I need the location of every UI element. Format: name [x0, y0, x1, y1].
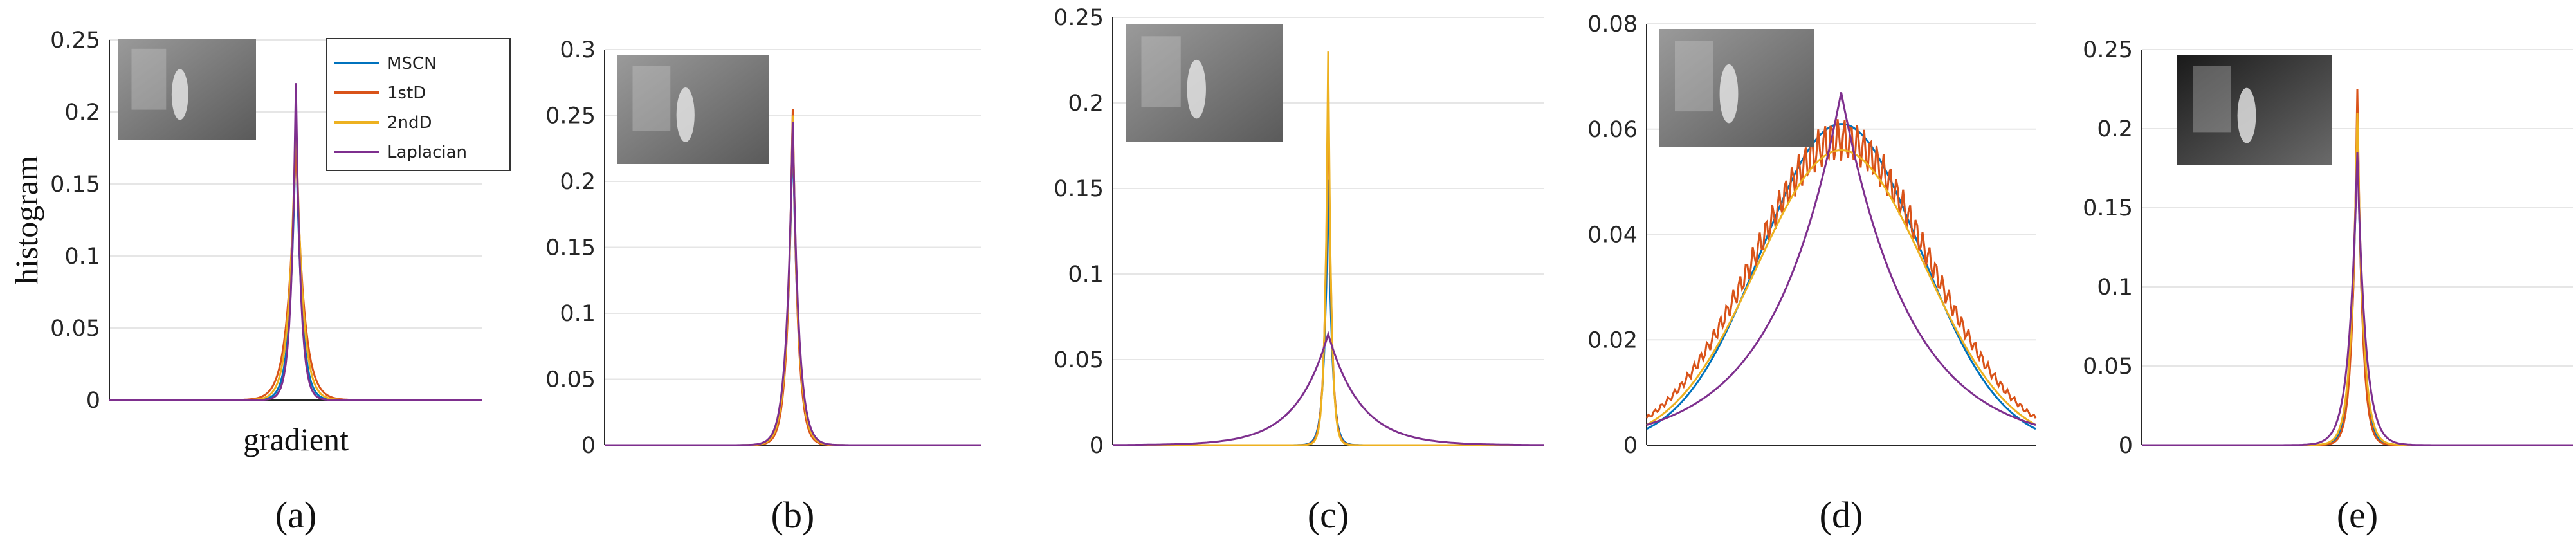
series-line-mscn — [1646, 123, 2036, 430]
y-tick-label: 0.25 — [545, 104, 596, 129]
y-tick-label: 0.2 — [1068, 91, 1104, 116]
series-line-mscn — [605, 128, 981, 446]
chart-panel-c: 0 0.05 0.1 0.15 0.2 0.25 (c) — [1029, 0, 1544, 550]
legend-label: Laplacian — [387, 143, 467, 162]
y-tick-label: 0.1 — [2097, 275, 2133, 300]
y-tick-label: 0.04 — [1587, 223, 1638, 248]
y-tick-label: 0.05 — [2083, 354, 2133, 380]
panel-label: (a) — [275, 494, 316, 536]
panel-label: (e) — [2337, 494, 2378, 536]
series-line-laplacian — [109, 83, 482, 401]
chart-svg: 0 0.05 0.1 0.15 0.2 0.25 histogram gradient MSCN… — [8, 28, 511, 536]
series-line-2ndd — [1646, 149, 2036, 426]
series-line-laplacian — [1113, 330, 1544, 446]
y-tick-label: 0 — [2119, 433, 2133, 459]
y-tick-label: 0.1 — [64, 244, 100, 270]
y-tick-label: 0 — [86, 388, 100, 414]
series-line-laplacian — [1646, 92, 2036, 426]
series-line-1std — [109, 140, 482, 401]
y-tick-label: 0 — [581, 433, 596, 459]
chart-svg: 0 0.05 0.1 0.15 0.2 0.25 0.3 (b) — [545, 37, 981, 536]
legend-label: 1stD — [387, 84, 426, 103]
y-axis-label: histogram — [8, 156, 44, 284]
y-tick-label: 0.05 — [545, 367, 596, 393]
legend: MSCN 1stD 2ndD Laplacian — [326, 38, 511, 171]
y-tick-label: 0.2 — [2097, 116, 2133, 142]
panel-label: (b) — [771, 494, 815, 536]
y-tick-label: 0.25 — [2083, 37, 2133, 63]
panel-label: (c) — [1308, 494, 1349, 536]
y-tick-label: 0.15 — [545, 235, 596, 261]
x-axis-label: gradient — [243, 421, 349, 457]
y-tick-label: 0.1 — [1068, 262, 1104, 288]
chart-svg: 0 0.02 0.04 0.06 0.08 (d) — [1587, 12, 2037, 536]
y-tick-label: 0.2 — [64, 100, 100, 125]
y-tick-label: 0.25 — [1054, 5, 1104, 31]
thermal-image — [118, 39, 256, 140]
chart-panel-a: 0 0.05 0.1 0.15 0.2 0.25 histogram gradient MSCN… — [0, 0, 515, 550]
panel-label: (d) — [1820, 494, 1863, 536]
y-tick-label: 0.3 — [560, 37, 596, 63]
legend-label: 2ndD — [387, 113, 432, 133]
y-tick-label: 0.15 — [50, 172, 100, 197]
y-tick-label: 0.05 — [50, 316, 100, 342]
y-tick-label: 0 — [1090, 433, 1104, 459]
y-tick-label: 0.15 — [1054, 176, 1104, 202]
legend-box — [326, 38, 511, 171]
thermal-image — [617, 55, 769, 164]
y-tick-label: 0.1 — [560, 301, 596, 327]
thermal-image — [2177, 55, 2332, 165]
legend-label: MSCN — [387, 54, 437, 73]
series-line-2ndd — [1113, 51, 1544, 446]
chart-panel-d: 0 0.02 0.04 0.06 0.08 (d) — [1544, 0, 2058, 550]
series-line-mscn — [1113, 179, 1544, 446]
chart-panel-b: 0 0.05 0.1 0.15 0.2 0.25 0.3 (b) — [515, 0, 1029, 550]
series-line-laplacian — [605, 122, 981, 446]
series-line-laplacian — [2142, 152, 2573, 446]
y-tick-label: 0.25 — [50, 28, 100, 53]
thermal-image — [1659, 29, 1814, 147]
thermal-image — [1126, 24, 1283, 142]
y-tick-label: 0.15 — [2083, 196, 2133, 221]
chart-svg: 0 0.05 0.1 0.15 0.2 0.25 (c) — [1054, 5, 1544, 536]
y-tick-label: 0.08 — [1587, 12, 1638, 37]
y-tick-label: 0.05 — [1054, 347, 1104, 373]
y-tick-label: 0.02 — [1587, 327, 1638, 353]
chart-panel-e: 0 0.05 0.1 0.15 0.2 0.25 (e) — [2058, 0, 2573, 550]
y-tick-label: 0 — [1623, 433, 1638, 459]
y-tick-label: 0.06 — [1587, 117, 1638, 143]
y-tick-label: 0.2 — [560, 169, 596, 195]
series-line-1std — [1645, 119, 2037, 419]
chart-svg: 0 0.05 0.1 0.15 0.2 0.25 (e) — [2083, 37, 2573, 536]
